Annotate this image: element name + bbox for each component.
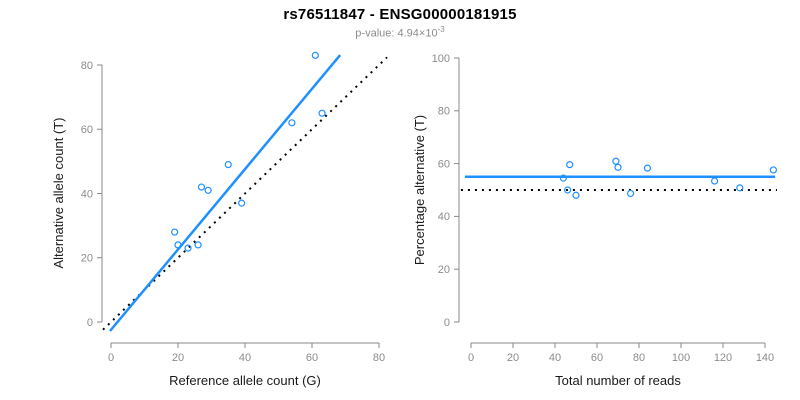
data-point [311, 51, 319, 59]
y-tick-label: 100 [432, 53, 450, 65]
y-tick-label: 60 [438, 158, 450, 170]
data-point [318, 109, 326, 117]
percentage-alternative-scatter: 0 20 40 60 80 100 0 20 40 60 80 100 120 140 Total numb… [412, 53, 778, 388]
x-tick-label: 40 [239, 352, 251, 364]
data-point [614, 163, 622, 171]
y-tick-label: 20 [81, 253, 93, 265]
pvalue-exponent: -3 [437, 25, 445, 34]
data-point [559, 174, 568, 182]
x-tick-label: 60 [306, 352, 318, 364]
data-point [566, 161, 574, 169]
y-tick-label: 80 [81, 60, 93, 72]
data-point [174, 241, 182, 249]
x-tick-label: 80 [633, 352, 645, 364]
x-tick-label: 100 [672, 352, 690, 364]
data-point [769, 166, 778, 174]
data-point [197, 183, 206, 191]
y-tick-label: 0 [444, 317, 450, 329]
x-tick-label: 40 [549, 352, 561, 364]
data-point [184, 244, 192, 252]
data-point [710, 177, 719, 185]
y-tick-label: 40 [438, 211, 450, 223]
data-point [563, 186, 572, 194]
data-point [736, 184, 744, 192]
x-tick-label: 0 [108, 352, 114, 364]
x-axis-title: Reference allele count (G) [169, 373, 321, 388]
pvalue-text: p-value: 4.94×10 [355, 27, 438, 40]
y-tick-label: 80 [438, 106, 450, 118]
x-tick-label: 20 [172, 352, 184, 364]
identity-line [102, 56, 388, 331]
y-tick-label: 60 [81, 124, 93, 136]
fit-line [109, 54, 342, 332]
data-point [572, 191, 580, 199]
x-tick-label: 0 [468, 352, 474, 364]
data-point [194, 241, 202, 249]
figure-title: rs76511847 - ENSG00000181915 [283, 6, 517, 23]
y-tick-label: 40 [81, 188, 93, 200]
x-tick-label: 20 [507, 352, 519, 364]
data-point [204, 186, 212, 194]
y-tick-label: 0 [87, 317, 93, 329]
x-axis-title: Total number of reads [555, 373, 681, 388]
data-point [626, 189, 635, 198]
data-point [238, 199, 246, 207]
data-point [224, 160, 232, 169]
x-tick-label: 80 [373, 352, 385, 364]
y-axis-title: Alternative allele count (T) [51, 117, 66, 268]
data-point [612, 157, 620, 165]
data-point [171, 228, 179, 236]
y-tick-label: 20 [438, 264, 450, 276]
data-point [288, 119, 296, 127]
x-tick-label: 120 [714, 352, 732, 364]
allele-counts-scatter: 0 20 40 60 80 0 20 40 60 80 Reference allele count… [51, 51, 388, 388]
x-tick-label: 60 [591, 352, 603, 364]
y-axis-title: Percentage alternative (T) [412, 115, 427, 265]
x-tick-label: 140 [756, 352, 774, 364]
data-point [643, 164, 652, 172]
pvalue-subtitle: p-value: 4.94×10-3 [0, 25, 800, 40]
